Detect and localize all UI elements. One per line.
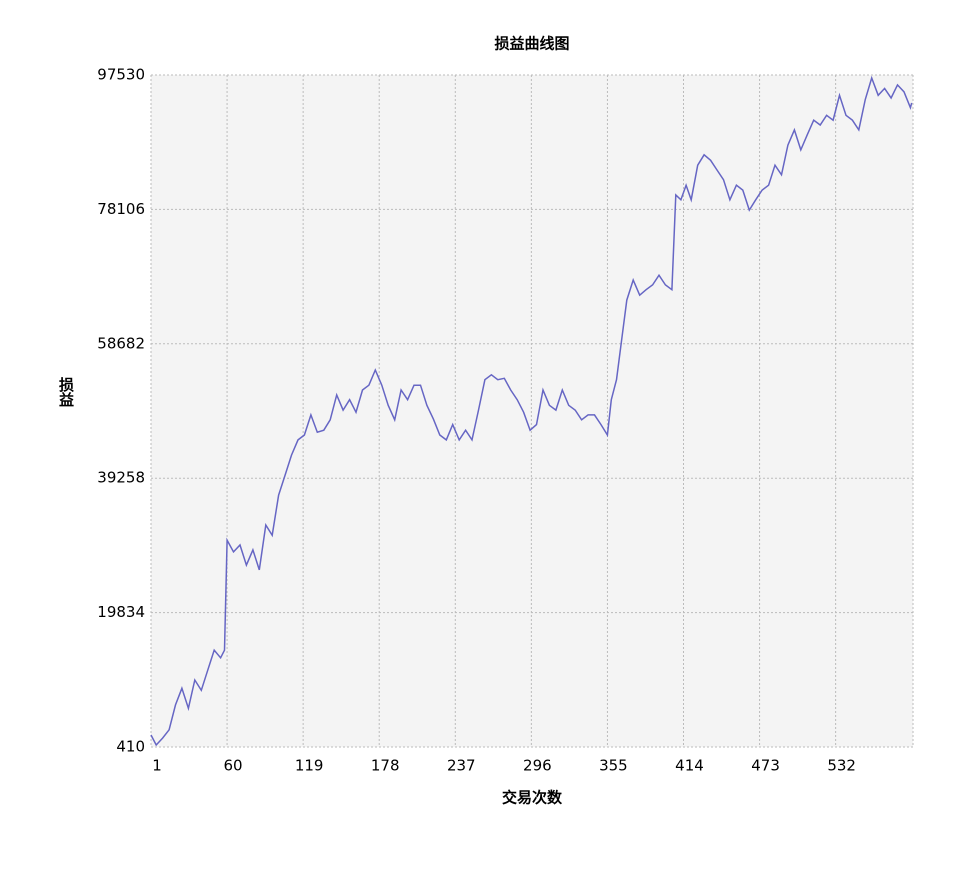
x-axis-label: 交易次数 — [502, 789, 563, 807]
x-tick-label: 237 — [447, 757, 476, 775]
data-line — [150, 75, 913, 747]
x-tick-label: 178 — [371, 757, 400, 775]
x-tick-label: 60 — [224, 757, 243, 775]
y-tick-label: 78106 — [97, 200, 145, 218]
x-tick-label: 119 — [295, 757, 324, 775]
chart-title: 损益曲线图 — [494, 35, 569, 53]
x-tick-label: 532 — [827, 757, 856, 775]
y-axis-label: 损益 — [57, 376, 75, 407]
y-tick-label: 58682 — [97, 334, 145, 352]
plot-area — [151, 75, 913, 747]
y-tick-label: 39258 — [97, 469, 145, 487]
y-tick-label: 97530 — [97, 66, 145, 84]
x-tick-label: 414 — [675, 757, 704, 775]
y-tick-label: 19834 — [97, 603, 145, 621]
x-tick-label: 473 — [751, 757, 780, 775]
x-tick-label: 296 — [523, 757, 552, 775]
y-tick-label: 410 — [116, 738, 145, 756]
x-tick-label: 1 — [152, 757, 162, 775]
x-tick-label: 355 — [599, 757, 628, 775]
